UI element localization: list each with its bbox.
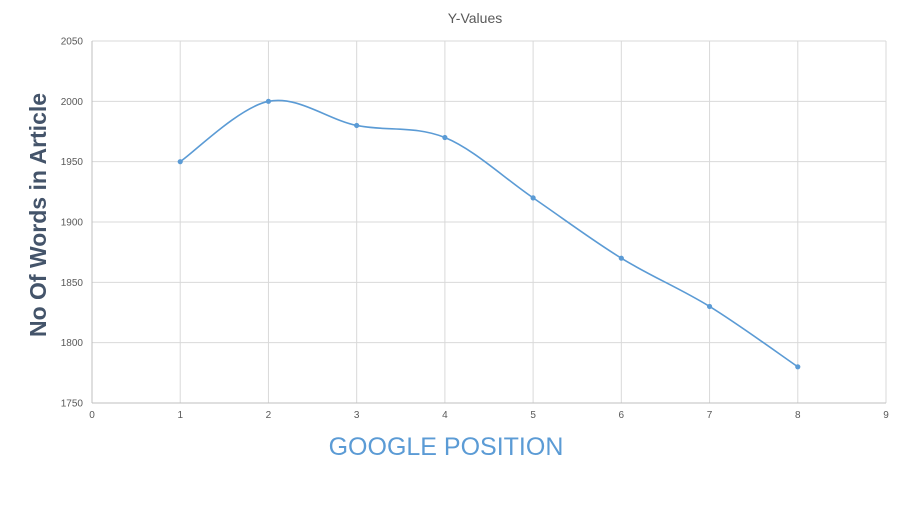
chart-title: Y-Values: [448, 10, 502, 26]
y-tick-label: 1800: [61, 338, 84, 349]
data-points: [177, 98, 801, 370]
x-tick-label: 0: [89, 410, 95, 421]
y-tick-label: 1750: [61, 399, 84, 410]
y-tick-label: 1950: [61, 157, 84, 168]
tick-labels: 1750 1800 1850 1900 1950 2000 2050 0 1 2 3 4 5 6 7 8 9: [61, 37, 889, 422]
x-tick-label: 3: [354, 410, 360, 421]
y-tick-label: 1850: [61, 278, 84, 289]
x-tick-label: 4: [442, 410, 448, 421]
axes: [91, 41, 886, 404]
y-tick-label: 1900: [61, 218, 84, 229]
series-line: [179, 99, 799, 368]
data-point: [706, 303, 713, 310]
data-point: [177, 159, 183, 165]
x-tick-label: 1: [177, 410, 183, 421]
x-axis-label: GOOGLE POSITION: [329, 433, 564, 461]
x-tick-label: 6: [619, 410, 625, 421]
data-point: [618, 255, 624, 261]
gridlines: [92, 40, 887, 403]
data-point: [442, 134, 448, 141]
y-tick-label: 2000: [61, 97, 84, 108]
x-tick-label: 5: [530, 410, 536, 421]
data-point: [795, 364, 801, 370]
x-tick-label: 7: [707, 410, 713, 421]
y-tick-label: 2050: [61, 37, 84, 48]
data-point: [530, 195, 536, 201]
x-tick-label: 9: [883, 410, 889, 421]
data-point: [354, 122, 360, 129]
x-tick-label: 2: [266, 410, 272, 421]
y-axis-label: No Of Words in Article: [25, 93, 51, 337]
data-point: [265, 98, 272, 104]
x-tick-label: 8: [795, 410, 801, 421]
